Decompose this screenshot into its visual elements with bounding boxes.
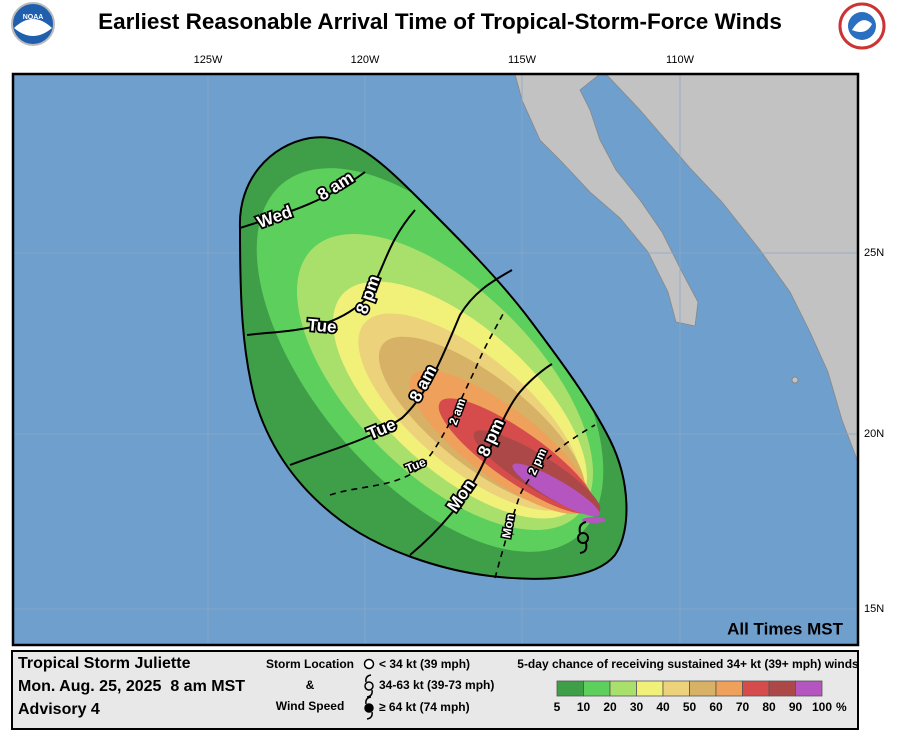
scale-label: 5: [554, 700, 561, 714]
map-area: Wed 8 am Tue 8 pm Tue 8 am Tue 2 am Mon …: [13, 74, 858, 645]
svg-text:NOAA: NOAA: [23, 14, 44, 21]
scale-label: 100: [812, 700, 832, 714]
scale-label: 60: [709, 700, 723, 714]
legend-symbol: [363, 658, 375, 670]
scale-swatch: [636, 680, 664, 697]
scale-label: 70: [736, 700, 750, 714]
scale-label: 20: [603, 700, 617, 714]
scale-swatch: [689, 680, 717, 697]
scale-swatch: [715, 680, 743, 697]
legend-symbol: [364, 674, 374, 698]
swath-layer: [582, 517, 606, 523]
lon-label: 110W: [666, 54, 695, 66]
legend-item: 34-63 kt (39-73 mph): [379, 678, 494, 692]
storm-symbol: [577, 521, 589, 554]
scale-swatch: [768, 680, 796, 697]
scale-swatch: [662, 680, 690, 697]
island: [791, 376, 799, 384]
scale-label: 90: [789, 700, 803, 714]
scale-label: 80: [762, 700, 776, 714]
lat-label: 20N: [864, 428, 884, 440]
probability-scale: 5 10 20 30 40 50 60 70 80 90 100%: [554, 680, 847, 714]
lon-label: 120W: [351, 54, 380, 66]
coordinate-labels: 125W 120W 115W 110W 25N 20N 15N: [194, 54, 885, 615]
storm-name: Tropical Storm Juliette: [18, 655, 191, 672]
scale-swatch: [583, 680, 611, 697]
noaa-logo: NOAA: [11, 2, 55, 46]
lon-label: 125W: [194, 54, 223, 66]
lat-label: 25N: [864, 247, 884, 259]
land: [514, 74, 699, 327]
legend-title: &: [306, 678, 315, 692]
legend-title: Storm Location: [266, 657, 354, 671]
scale-swatch: [556, 680, 584, 697]
arrival-lines: [239, 171, 596, 579]
scale-unit: %: [836, 700, 847, 714]
scale-label: 10: [577, 700, 591, 714]
legend-item: < 34 kt (39 mph): [379, 657, 470, 671]
advisory-date: Mon. Aug. 25, 2025 8 am MST: [18, 678, 245, 695]
time-day: Mon: [499, 512, 517, 539]
scale-label: 40: [656, 700, 670, 714]
scale-label: 50: [683, 700, 697, 714]
scale-label: 30: [630, 700, 644, 714]
advisory-number: Advisory 4: [18, 701, 100, 718]
title: Earliest Reasonable Arrival Time of Trop…: [98, 9, 782, 34]
legend-title: Wind Speed: [276, 699, 345, 713]
scale-swatch: [609, 680, 637, 697]
legend-symbol: [364, 696, 374, 720]
land: [605, 74, 858, 463]
scale-title: 5-day chance of receiving sustained 34+ …: [517, 657, 859, 671]
legend-item: ≥ 64 kt (74 mph): [379, 700, 470, 714]
time-zone-note: All Times MST: [727, 619, 843, 638]
lon-label: 115W: [508, 54, 537, 66]
time-day: Tue: [307, 315, 338, 336]
map-frame: [11, 72, 860, 647]
lat-label: 15N: [864, 603, 884, 615]
swath-layer: [512, 463, 600, 517]
nws-logo: [838, 2, 886, 50]
scale-swatch: [795, 680, 823, 697]
scale-swatch: [742, 680, 770, 697]
